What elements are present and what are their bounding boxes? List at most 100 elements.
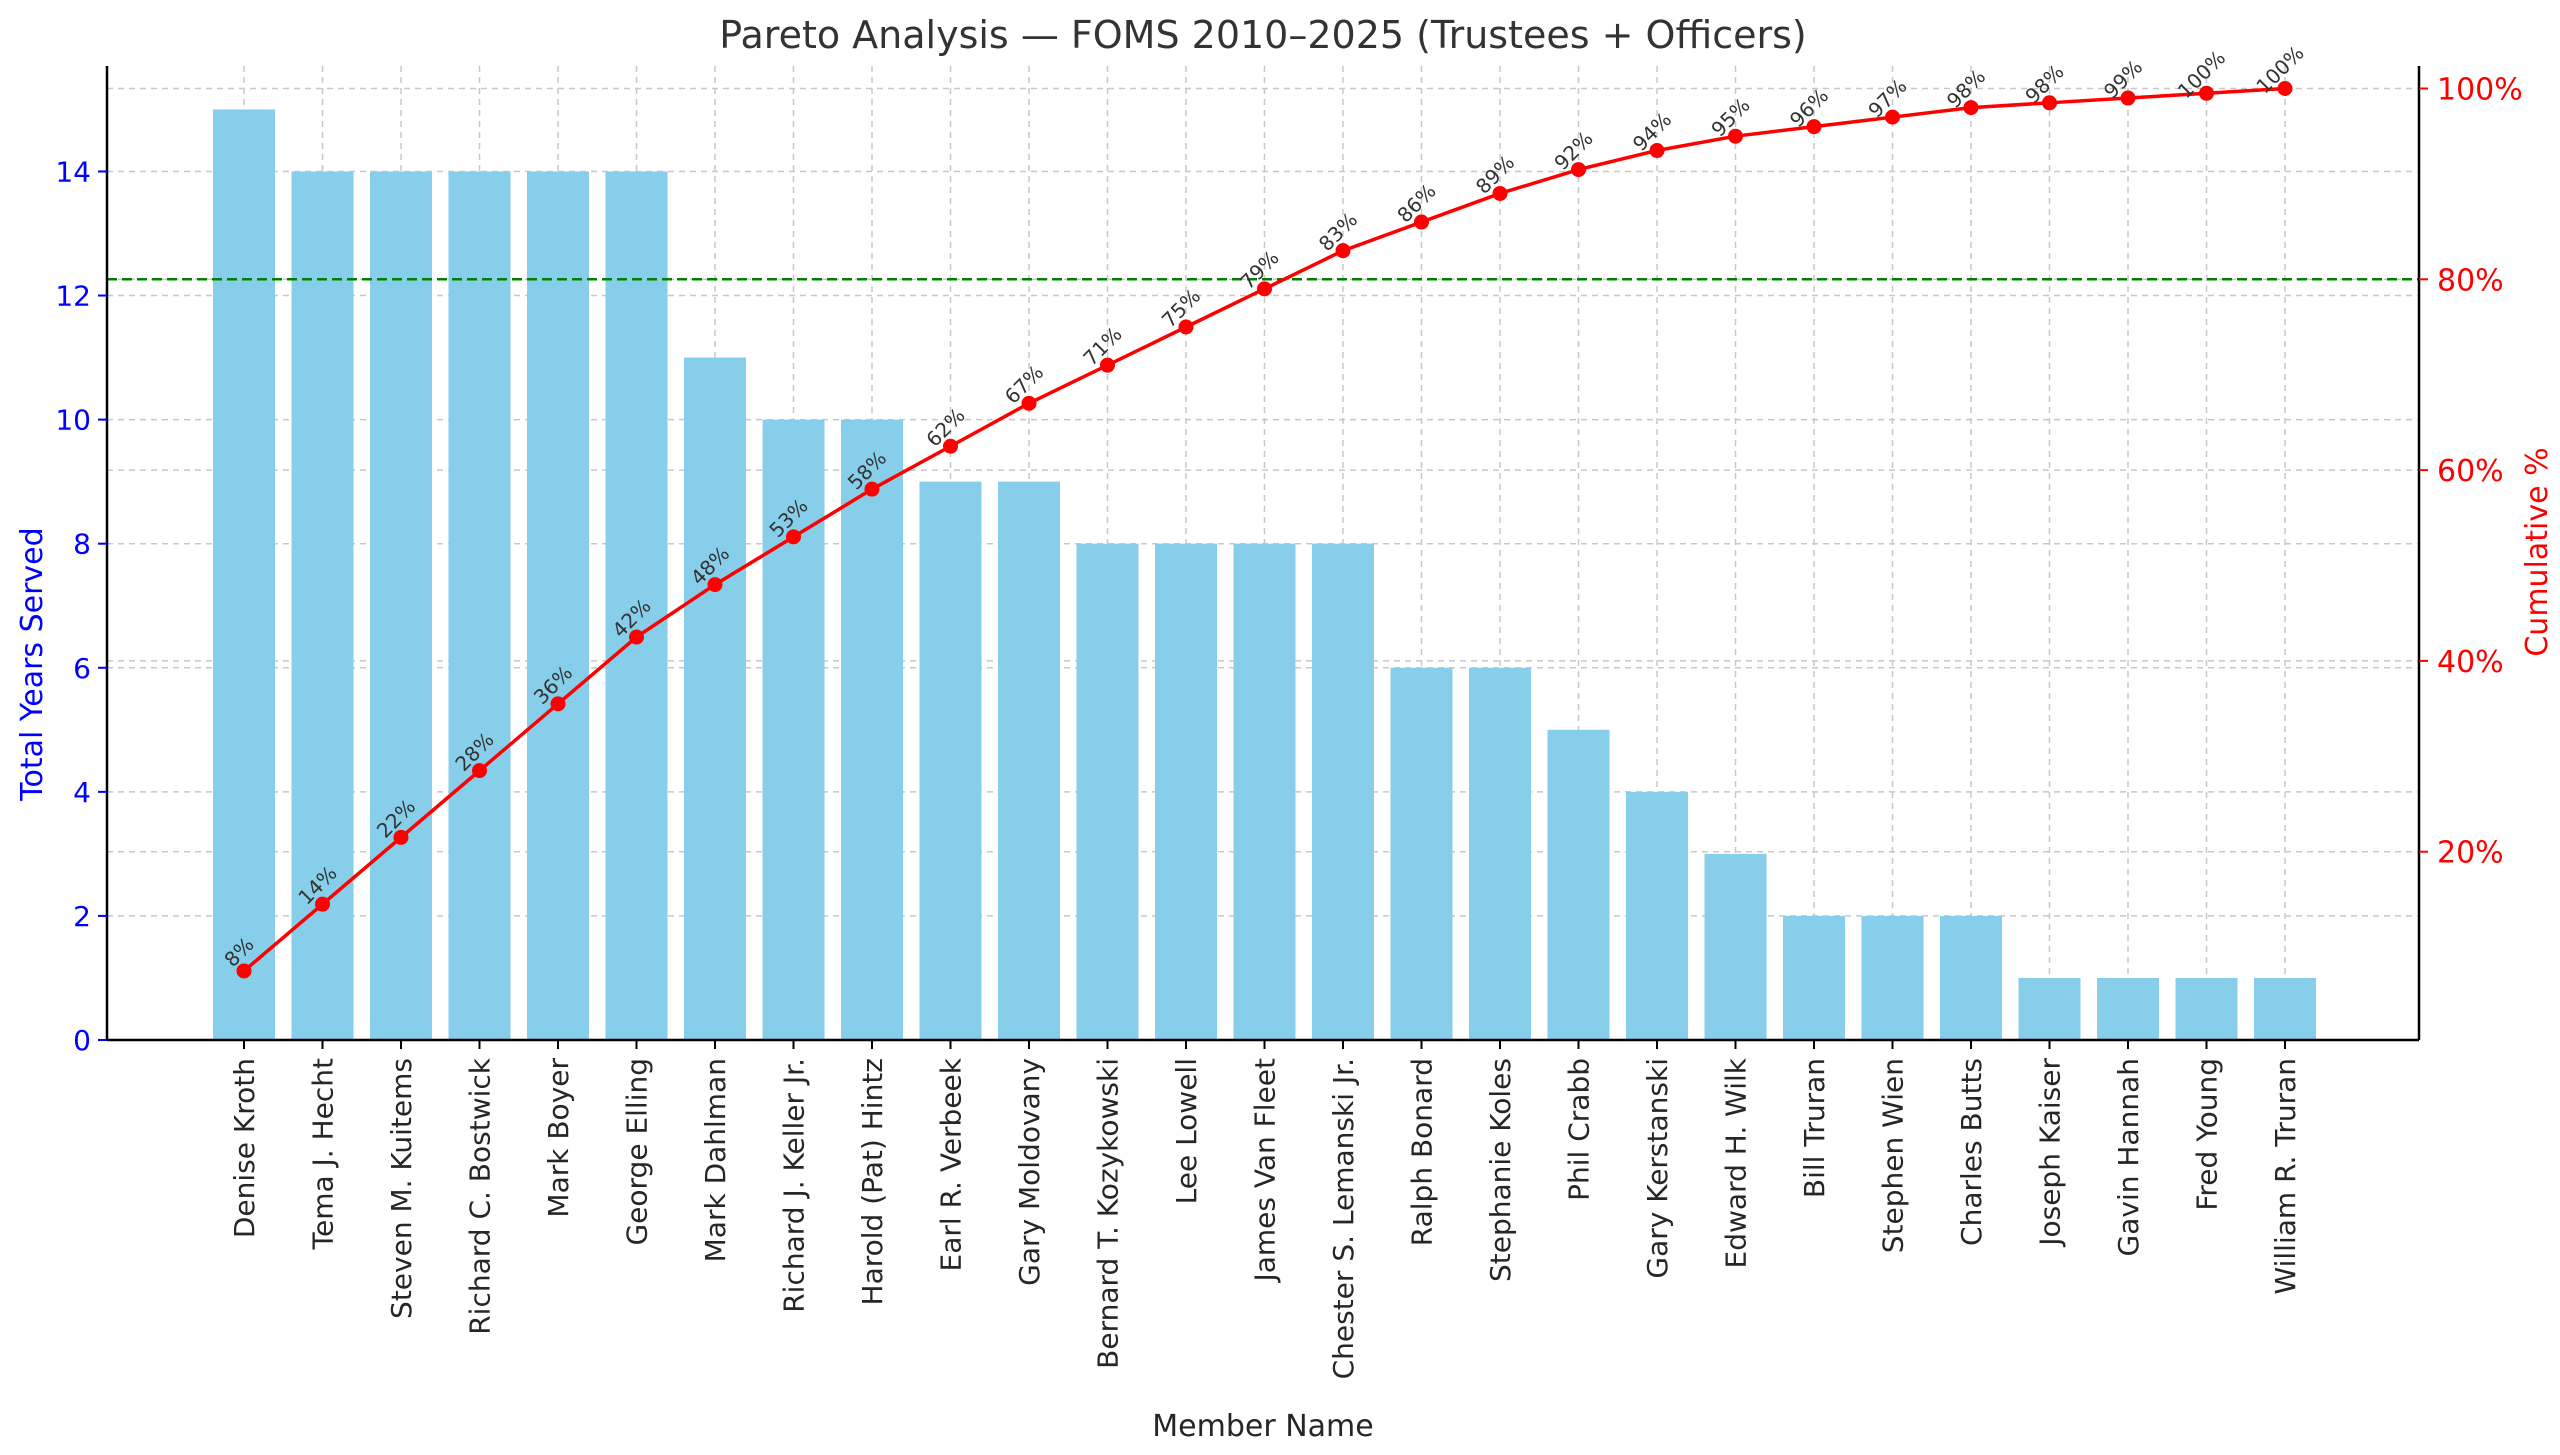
cumulative-label-15: 86%: [1392, 179, 1440, 227]
cumulative-label-12: 75%: [1157, 284, 1205, 332]
cumulative-point-23: [2042, 95, 2057, 111]
y-tick-label-3: 6: [73, 652, 91, 685]
x-tick-label-2: Steven M. Kuitems: [385, 1058, 418, 1319]
y2-tick-label-4: 100%: [2437, 73, 2523, 108]
cumulative-point-16: [1492, 185, 1508, 201]
cumulative-point-22: [1963, 100, 1979, 116]
x-tick-label-19: Edward H. Wilk: [1720, 1057, 1753, 1268]
bar-24: [2097, 977, 2159, 1040]
cumulative-point-6: [707, 577, 723, 593]
y-tick-label-6: 12: [55, 280, 91, 313]
cumulative-point-17: [1571, 162, 1586, 178]
x-tick-label-3: Richard C. Bostwick: [464, 1057, 497, 1335]
x-tick-label-8: Harold (Pat) Hintz: [856, 1058, 889, 1305]
cumulative-point-14: [1335, 243, 1351, 259]
y-tick-label-4: 8: [73, 528, 91, 561]
x-tick-label-16: Stephanie Koles: [1484, 1058, 1517, 1282]
cumulative-label-11: 71%: [1078, 322, 1126, 370]
x-tick-label-6: Mark Dahlman: [699, 1058, 732, 1262]
x-tick-label-7: Richard J. Keller Jr.: [778, 1058, 811, 1313]
cumulative-point-21: [1885, 109, 1900, 125]
x-tick-label-26: William R. Truran: [2269, 1058, 2302, 1294]
bar-18: [1626, 791, 1688, 1040]
cumulative-label-10: 67%: [1000, 360, 1048, 408]
x-tick-label-23: Joseph Kaiser: [2034, 1058, 2067, 1248]
cumulative-point-11: [1100, 357, 1115, 373]
bar-14: [1312, 543, 1374, 1040]
y-tick-label-2: 4: [73, 776, 91, 809]
x-tick-label-9: Earl R. Verbeek: [935, 1057, 968, 1271]
x-tick-label-13: James Van Fleet: [1249, 1058, 1282, 1284]
y2-tick-label-3: 80%: [2437, 263, 2504, 298]
y-tick-label-7: 14: [55, 155, 91, 188]
bar-6: [684, 357, 746, 1041]
cumulative-label-13: 79%: [1235, 246, 1283, 294]
bar-25: [2175, 977, 2238, 1040]
x-tick-label-11: Bernard T. Kozykowski: [1092, 1058, 1125, 1369]
cumulative-point-10: [1021, 395, 1037, 411]
y-axis-label: Total Years Served: [15, 527, 50, 801]
bar-15: [1390, 667, 1453, 1040]
bar-22: [1940, 915, 2002, 1040]
cumulative-point-3: [472, 763, 487, 779]
x-tick-label-14: Chester S. Lemanski Jr.: [1327, 1058, 1360, 1379]
x-tick-label-17: Phil Crabb: [1563, 1058, 1596, 1201]
bar-13: [1233, 543, 1296, 1040]
cumulative-point-1: [315, 896, 330, 912]
cumulative-point-8: [864, 481, 880, 497]
bar-0: [213, 109, 275, 1040]
x-tick-label-1: Tema J. Hecht: [307, 1058, 340, 1250]
bar-1: [291, 171, 354, 1040]
cumulative-point-26: [2277, 81, 2293, 96]
bar-4: [527, 171, 589, 1040]
bar-19: [1704, 853, 1767, 1040]
x-tick-label-22: Charles Butts: [1955, 1058, 1988, 1246]
cumulative-point-2: [393, 829, 409, 845]
y2-tick-label-0: 20%: [2437, 836, 2504, 871]
y-tick-label-0: 0: [73, 1024, 91, 1057]
bar-20: [1783, 915, 1845, 1040]
cumulative-point-13: [1257, 281, 1272, 297]
cumulative-point-25: [2199, 85, 2214, 101]
bar-17: [1547, 729, 1610, 1040]
cumulative-point-24: [2120, 90, 2136, 106]
bar-10: [998, 481, 1060, 1041]
bar-2: [370, 171, 432, 1040]
y2-tick-label-1: 40%: [2437, 645, 2504, 680]
x-tick-label-25: Fred Young: [2191, 1058, 2224, 1211]
cumulative-point-19: [1728, 128, 1743, 144]
cumulative-point-9: [943, 438, 958, 454]
x-axis-label: Member Name: [1152, 1409, 1373, 1444]
chart-title: Pareto Analysis — FOMS 2010–2025 (Truste…: [719, 13, 1806, 57]
cumulative-point-7: [786, 529, 801, 545]
bar-9: [919, 481, 982, 1041]
bar-3: [448, 171, 511, 1040]
cumulative-label-9: 62%: [921, 403, 969, 451]
axes: 0 2 4 6 8 10 12 14 20% 40% 60% 80% 100%: [55, 66, 2523, 1057]
cumulative-point-4: [550, 696, 566, 712]
x-tick-label-12: Lee Lowell: [1170, 1058, 1203, 1204]
x-tick-label-15: Ralph Bonard: [1406, 1058, 1439, 1246]
x-tick-label-0: Denise Kroth: [228, 1058, 261, 1238]
x-tick-label-20: Bill Truran: [1798, 1058, 1831, 1198]
x-tick-label-5: George Elling: [621, 1058, 654, 1246]
bar-11: [1076, 543, 1139, 1040]
bar-5: [605, 171, 668, 1040]
bar-26: [2254, 977, 2316, 1040]
x-tick-label-18: Gary Kerstanski: [1641, 1058, 1674, 1279]
cumulative-point-0: [236, 963, 252, 979]
x-tick-label-10: Gary Moldovany: [1013, 1058, 1046, 1286]
bar-16: [1469, 667, 1531, 1040]
cumulative-point-18: [1649, 143, 1665, 159]
cumulative-point-15: [1414, 214, 1429, 230]
x-tick-label-21: Stephen Wien: [1877, 1058, 1910, 1253]
bar-8: [841, 419, 903, 1041]
cumulative-label-14: 83%: [1314, 208, 1362, 256]
y-tick-label-1: 2: [73, 900, 91, 933]
y-tick-label-5: 10: [55, 404, 91, 437]
bar-21: [1861, 915, 1924, 1040]
cumulative-point-12: [1178, 319, 1194, 335]
y2-tick-label-2: 60%: [2437, 454, 2504, 489]
bar-23: [2018, 977, 2081, 1040]
